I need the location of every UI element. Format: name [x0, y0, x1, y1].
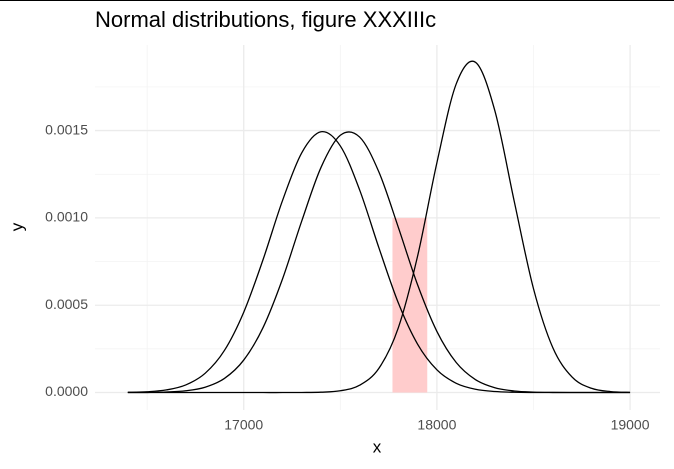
chart-title: Normal distributions, figure XXXIIIc [95, 7, 436, 32]
y-tick-label: 0.0010 [45, 209, 88, 225]
y-tick-label: 0.0000 [45, 383, 88, 399]
x-tick-label: 17000 [224, 417, 263, 433]
x-tick-label: 19000 [611, 417, 650, 433]
y-tick-label: 0.0005 [45, 296, 88, 312]
shaded-region [392, 217, 428, 393]
density-curve [127, 131, 631, 394]
y-axis-title: y [7, 222, 26, 231]
y-tick-label: 0.0015 [45, 121, 88, 137]
x-tick-label: 18000 [417, 417, 456, 433]
x-axis-title: x [373, 437, 382, 456]
density-curve [127, 60, 631, 394]
